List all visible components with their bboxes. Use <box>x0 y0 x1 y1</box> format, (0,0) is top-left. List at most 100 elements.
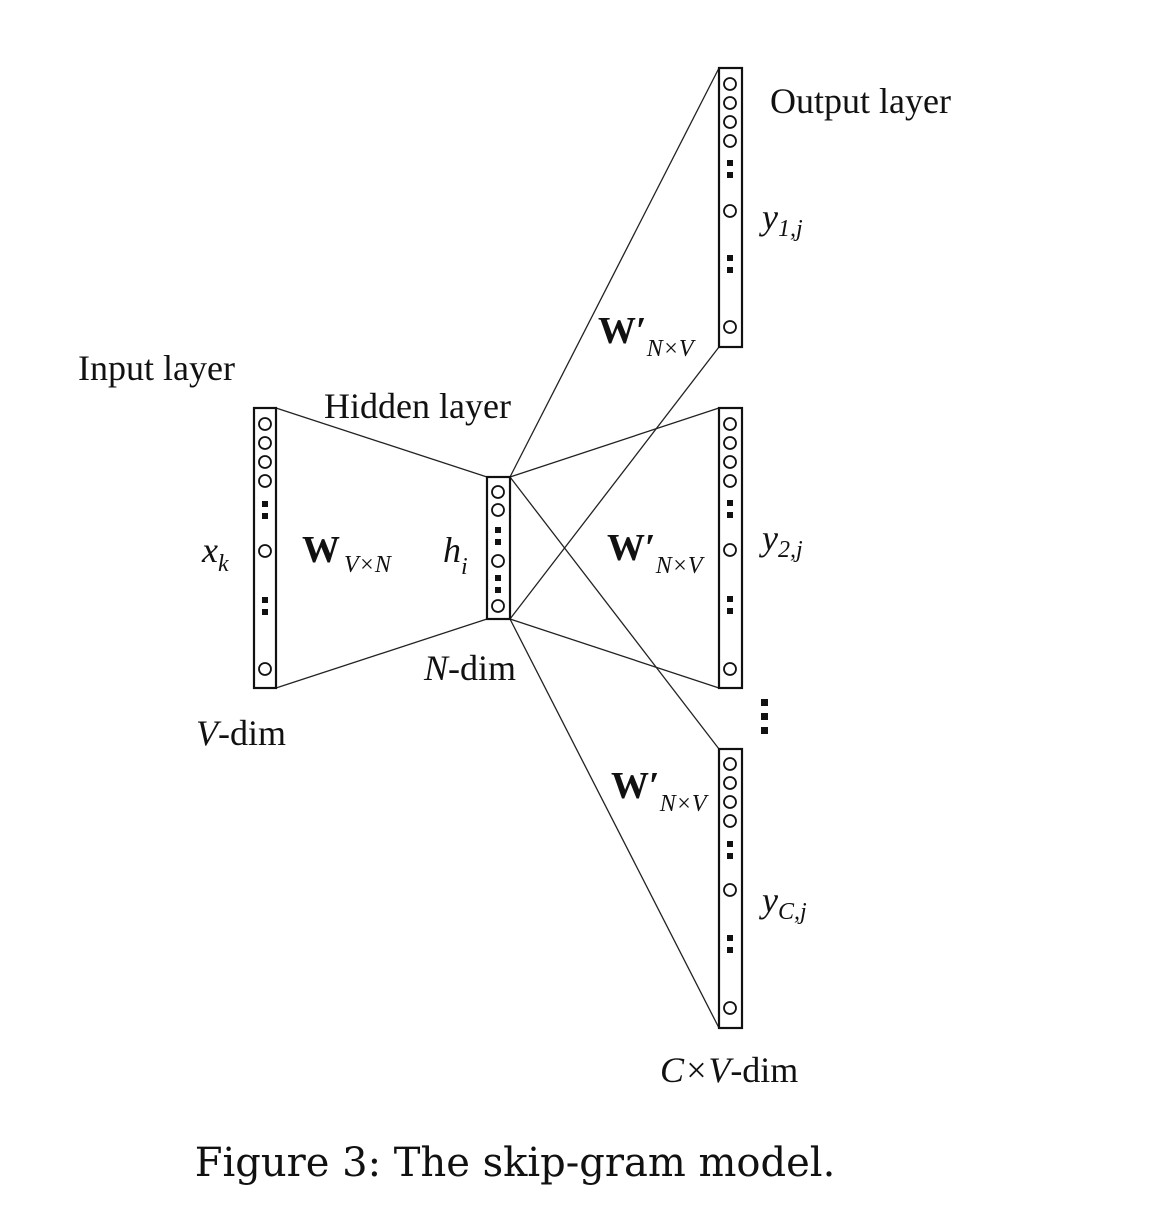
hidden-node <box>491 485 505 499</box>
hidden-output1-top-line <box>509 67 720 478</box>
hidden-output1-bottom-line <box>509 346 720 620</box>
output-dim-rest: -dim <box>730 1050 798 1090</box>
hidden-node <box>491 503 505 517</box>
input-node <box>258 436 272 450</box>
output-node <box>723 417 737 431</box>
hidden-ellipsis-dot <box>495 539 501 545</box>
output-ellipsis-dot <box>727 841 733 847</box>
input-ellipsis-dot <box>262 513 268 519</box>
output-dim-italic: V <box>708 1050 734 1090</box>
hidden-vector-label: hi <box>443 530 468 580</box>
output-node <box>723 96 737 110</box>
input-node <box>258 474 272 488</box>
hidden-ellipsis-dot <box>495 527 501 533</box>
hidden-outputC-top-line <box>509 476 720 750</box>
output-node <box>723 543 737 557</box>
hidden-output2-top-line <box>509 407 720 478</box>
output-layer-column-1 <box>717 66 744 349</box>
output-weight-subscript: N×V <box>646 336 696 362</box>
output-node <box>723 814 737 828</box>
connection-lines <box>275 67 720 1029</box>
output-node <box>723 1001 737 1015</box>
output-weight-symbol: W′ <box>611 765 660 807</box>
output-ellipsis-dot <box>727 935 733 941</box>
input-dim-italic: V <box>196 713 222 753</box>
input-layer-column <box>252 406 278 690</box>
input-ellipsis-dot <box>262 597 268 603</box>
output-dim-label: C×V-dim <box>660 1050 798 1090</box>
output-ellipsis-dot <box>727 172 733 178</box>
output-node <box>723 883 737 897</box>
output-ellipsis-dot <box>727 512 733 518</box>
output-vector-label-2: y2,j <box>759 518 803 563</box>
output-node <box>723 115 737 129</box>
input-weight-subscript: V×N <box>344 552 393 578</box>
output-weight-label-1: W′N×V <box>598 310 696 362</box>
output-ellipsis-dot <box>727 255 733 261</box>
output-node <box>723 757 737 771</box>
output-ellipsis-dot <box>727 853 733 859</box>
figure-caption: Figure 3: The skip-gram model. <box>194 1140 836 1186</box>
output-node <box>723 795 737 809</box>
input-vector-label: xk <box>201 530 229 577</box>
input-dim-label: V-dim <box>196 713 286 753</box>
output-vector-subscript: 2,j <box>778 537 803 563</box>
input-vector-symbol: x <box>201 530 218 570</box>
output-ellipsis-dot <box>727 267 733 273</box>
output-vector-label-1: y1,j <box>759 197 803 242</box>
hidden-dim-rest: -dim <box>448 648 516 688</box>
input-hidden-bottom-line <box>275 618 488 689</box>
output-vector-symbol: y <box>759 880 778 920</box>
output-ellipsis-dot <box>727 500 733 506</box>
output-weight-subscript: N×V <box>659 791 709 817</box>
output-node <box>723 134 737 148</box>
hidden-dim-label: N-dim <box>423 648 516 688</box>
output-vector-symbol: y <box>759 197 778 237</box>
hidden-layer-column <box>485 475 512 621</box>
output-ellipsis-dot <box>727 160 733 166</box>
hidden-ellipsis-dot <box>495 575 501 581</box>
input-node <box>258 417 272 431</box>
hidden-dim-italic: N <box>423 648 450 688</box>
output-node <box>723 77 737 91</box>
input-hidden-top-line <box>275 407 488 478</box>
output-weight-label-3: W′N×V <box>611 765 709 817</box>
output-vector-subscript: 1,j <box>778 216 803 242</box>
output-weight-label-2: W′N×V <box>607 527 705 579</box>
output-layer-column-2 <box>717 406 744 690</box>
output-ellipsis-dot <box>727 947 733 953</box>
input-layer-label: Input layer <box>78 348 235 388</box>
hidden-vector-subscript: i <box>461 554 468 580</box>
input-dim-rest: -dim <box>218 713 286 753</box>
output-vector-label-c: yC,j <box>759 880 807 925</box>
output-columns-ellipsis <box>761 699 768 734</box>
output-ellipsis-dot <box>727 596 733 602</box>
hidden-ellipsis-dot <box>495 587 501 593</box>
input-ellipsis-dot <box>262 609 268 615</box>
input-node <box>258 455 272 469</box>
output-vector-symbol: y <box>759 518 778 558</box>
hidden-vector-symbol: h <box>443 530 461 570</box>
output-node <box>723 320 737 334</box>
output-weight-symbol: W′ <box>598 310 647 352</box>
input-ellipsis-dot <box>262 501 268 507</box>
hidden-layer-label: Hidden layer <box>324 386 511 426</box>
input-node <box>258 662 272 676</box>
input-node <box>258 544 272 558</box>
input-weight-symbol: W <box>302 529 340 571</box>
hidden-node <box>491 599 505 613</box>
input-weight-label: W V×N <box>302 529 393 578</box>
output-node <box>723 455 737 469</box>
output-ellipsis-dot <box>727 608 733 614</box>
output-node <box>723 204 737 218</box>
output-weight-symbol: W′ <box>607 527 656 569</box>
hidden-outputC-bottom-line <box>509 618 720 1029</box>
input-vector-subscript: k <box>218 551 229 577</box>
output-weight-subscript: N×V <box>655 553 705 579</box>
output-node <box>723 474 737 488</box>
output-node <box>723 436 737 450</box>
output-layer-column-c <box>717 747 744 1030</box>
output-dim-prefix: C× <box>660 1050 708 1090</box>
hidden-output2-bottom-line <box>509 618 720 689</box>
